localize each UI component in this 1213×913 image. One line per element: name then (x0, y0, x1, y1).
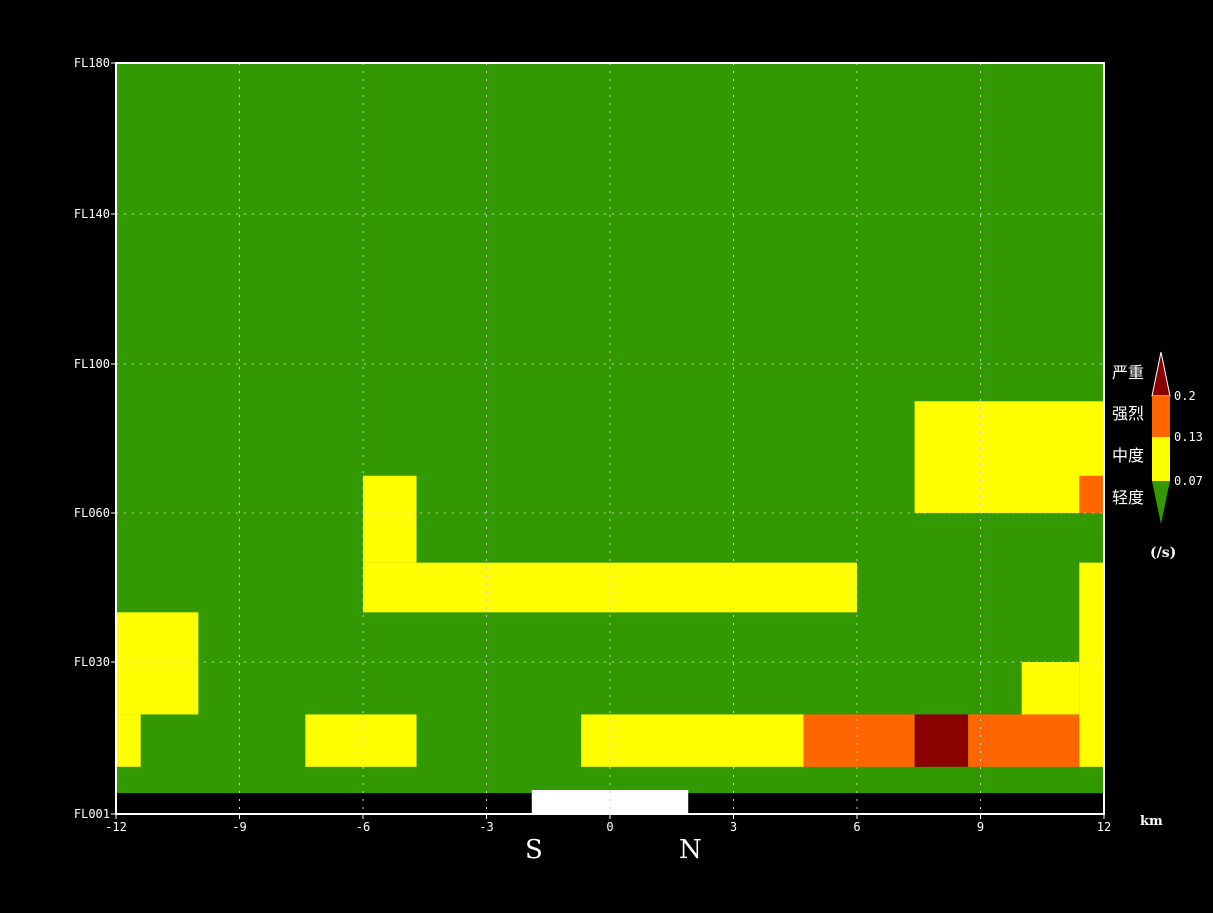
legend-label-light: 轻度 (1112, 488, 1144, 507)
y-tick-label: FL100 (74, 357, 110, 371)
y-tick-label: FL001 (74, 807, 110, 821)
x-axis-unit: km (1140, 814, 1163, 829)
y-tick-label: FL180 (74, 56, 110, 70)
y-tick-label: FL140 (74, 207, 110, 221)
x-tick-label: -3 (479, 820, 493, 834)
x-tick-label: 9 (977, 820, 984, 834)
y-tick-label: FL060 (74, 506, 110, 520)
legend-unit: (/s) (1150, 545, 1176, 561)
legend-threshold-0-2: 0.2 (1174, 389, 1196, 403)
heatmap-cell-moderate (1079, 562, 1104, 767)
x-tick-label: 12 (1097, 820, 1111, 834)
intensity-legend: 严重 强烈 中度 轻度 0.2 0.13 0.07 (/s) (1112, 351, 1203, 561)
heatmap-cell-strong (1079, 475, 1104, 513)
legend-swatch-severe (1151, 351, 1171, 397)
heatmap-cell-moderate (363, 562, 857, 613)
heatmap-cell-moderate (363, 475, 417, 563)
heatmap-cell-moderate (1021, 662, 1080, 715)
heatmap-cell-severe (914, 714, 969, 767)
heatmap-cell-strong (968, 714, 1080, 767)
legend-label-severe: 严重 (1112, 363, 1144, 382)
x-tick-label: 6 (853, 820, 860, 834)
legend-swatch-strong (1152, 396, 1170, 437)
legend-label-strong: 强烈 (1112, 404, 1144, 423)
y-tick-label: FL030 (74, 655, 110, 669)
x-tick-label: -12 (105, 820, 127, 834)
x-tick-label: -9 (232, 820, 246, 834)
axes: FL001 FL030 FL060 FL100 FL140 FL180 -12 -9 -6 -3 0… (74, 56, 1111, 834)
legend-threshold-0-13: 0.13 (1174, 430, 1203, 444)
heatmap-cell-moderate (116, 714, 141, 767)
x-tick-label: -6 (356, 820, 370, 834)
heatmap-cell-strong (803, 714, 915, 767)
legend-swatch-light (1152, 481, 1170, 524)
legend-label-moderate: 中度 (1112, 446, 1144, 465)
heatmap-cell-moderate (581, 714, 804, 767)
heatmap-cell-moderate (305, 714, 417, 767)
grid (116, 63, 1104, 814)
legend-swatch-moderate (1152, 437, 1170, 481)
heatmap-cell-moderate (914, 401, 1104, 513)
direction-north-label: N (679, 835, 702, 865)
x-tick-label: 3 (730, 820, 737, 834)
station-position-marker (531, 790, 689, 814)
heatmap-cell-moderate (116, 612, 199, 715)
direction-south-label: S (525, 835, 543, 865)
x-tick-label: 0 (606, 820, 613, 834)
legend-threshold-0-07: 0.07 (1174, 474, 1203, 488)
